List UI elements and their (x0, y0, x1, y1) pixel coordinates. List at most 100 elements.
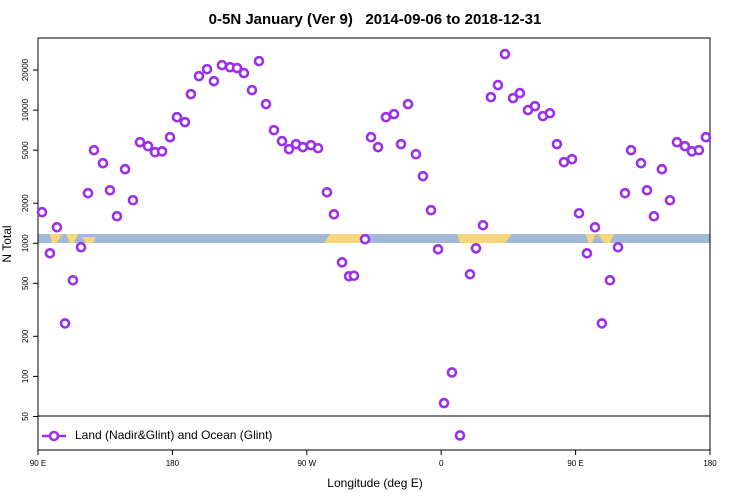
chart-title: 0-5N January (Ver 9) 2014-09-06 to 2018-… (209, 11, 542, 28)
point (359, 233, 371, 245)
point (36, 206, 48, 218)
y-tick-label: 2000 (21, 194, 30, 212)
point (276, 135, 288, 147)
point (179, 116, 191, 128)
legend-marker (48, 430, 60, 442)
point (348, 270, 360, 282)
point (44, 247, 56, 259)
y-tick-label: 1000 (21, 234, 30, 252)
plot-frame (37, 37, 711, 451)
point (395, 138, 407, 150)
x-tick-label: 90 E (30, 459, 46, 468)
point (604, 274, 616, 286)
point (111, 210, 123, 222)
point (514, 87, 526, 99)
point (544, 107, 556, 119)
point (238, 67, 250, 79)
y-tick-label: 20000 (21, 58, 30, 81)
point (417, 170, 429, 182)
point (446, 367, 458, 378)
point (321, 186, 333, 198)
point (656, 163, 668, 175)
point (328, 208, 340, 220)
point (596, 318, 608, 329)
point (119, 163, 131, 175)
point (372, 141, 384, 153)
point (67, 274, 79, 286)
point (51, 221, 63, 233)
y-tick-label: 500 (21, 276, 30, 290)
point (312, 142, 324, 154)
x-tick-label: 180 (166, 459, 180, 468)
point (581, 247, 593, 259)
point (231, 62, 243, 74)
point (246, 84, 258, 96)
point (551, 138, 563, 150)
point (365, 131, 377, 143)
point (492, 79, 504, 91)
land-ocean-strip (38, 234, 710, 243)
point (97, 157, 109, 169)
y-axis-label: N Total (0, 225, 14, 262)
point (297, 141, 309, 153)
point (260, 98, 272, 110)
point (171, 111, 183, 123)
point (477, 219, 489, 231)
point (425, 204, 437, 216)
legend-label: Land (Nadir&Glint) and Ocean (Glint) (75, 428, 272, 442)
y-tick-label: 10000 (21, 98, 30, 121)
point (193, 70, 205, 82)
legend: Land (Nadir&Glint) and Ocean (Glint) (42, 428, 272, 442)
point (619, 187, 631, 199)
y-tick-label: 100 (21, 369, 30, 383)
point (529, 100, 541, 112)
point (679, 140, 691, 152)
point (485, 91, 497, 103)
point (388, 108, 400, 120)
point (635, 157, 647, 169)
point (625, 144, 637, 156)
point (208, 75, 220, 87)
point (499, 48, 511, 60)
point (336, 257, 348, 268)
point (82, 187, 94, 199)
point (573, 207, 585, 219)
point (612, 241, 624, 253)
point (253, 55, 265, 67)
y-tick-label: 50 (21, 411, 30, 420)
point (142, 140, 154, 152)
point (216, 59, 228, 71)
point (700, 131, 712, 143)
point (268, 124, 280, 136)
x-tick-label: 0 (439, 459, 444, 468)
point (454, 430, 466, 441)
point (464, 268, 476, 280)
y-tick-label: 5000 (21, 141, 30, 159)
x-tick-label: 90 W (297, 459, 316, 468)
point (648, 210, 660, 222)
x-tick-label: 180 (703, 459, 717, 468)
point (75, 241, 87, 253)
point (88, 144, 100, 156)
point (693, 144, 705, 156)
point (156, 146, 168, 157)
point (671, 136, 683, 148)
point (164, 131, 176, 143)
point (127, 194, 139, 206)
point (283, 143, 295, 155)
point (201, 63, 213, 75)
point (104, 184, 116, 196)
point (185, 88, 197, 100)
point (566, 153, 578, 165)
x-tick-label: 90 E (567, 459, 583, 468)
point (402, 98, 414, 110)
point (641, 184, 653, 196)
point (59, 318, 71, 329)
point (470, 243, 482, 254)
point (410, 148, 422, 160)
point (438, 397, 450, 409)
point (664, 194, 676, 206)
point (507, 92, 519, 104)
x-axis-label: Longitude (deg E) (327, 476, 422, 490)
